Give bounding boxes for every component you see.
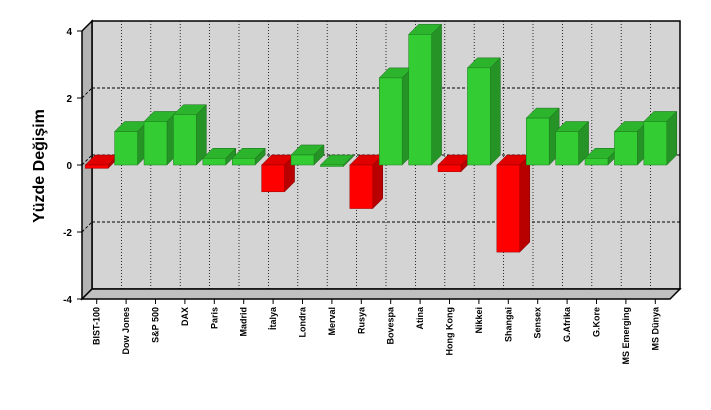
bar (525, 107, 560, 166)
grid-line-wall (81, 87, 93, 99)
x-tick-label: G.Afrika (562, 306, 572, 342)
bar (643, 110, 678, 166)
grid-line-wall (81, 154, 93, 166)
x-tick-label: Londra (298, 306, 308, 337)
y-tick-label: -4 (63, 295, 72, 306)
x-tick-label: Atina (415, 306, 425, 329)
x-tick-label: Madrid (239, 307, 249, 337)
x-tick-label: Shangai (503, 307, 513, 342)
bar (290, 144, 325, 166)
x-tick-label: Nikkei (474, 307, 484, 334)
x-tick-label: Paris (209, 307, 219, 329)
bar (231, 147, 266, 166)
bar (114, 120, 149, 166)
x-tick-label: Merval (327, 307, 337, 336)
bar (496, 154, 531, 253)
y-tick-label: 0 (66, 161, 72, 172)
y-tick-labels: -4 -2 0 2 4 (63, 27, 82, 306)
x-tick-label: MS Dünya (650, 306, 660, 351)
x-tick-label: S&P 500 (151, 307, 161, 343)
bar (261, 154, 296, 193)
x-tick-label: Sensex (533, 307, 543, 339)
x-tick-label: DAX (180, 307, 190, 326)
y-tick-label: -2 (63, 228, 72, 239)
bar (613, 120, 648, 166)
x-tick-label: Rusya (356, 306, 366, 334)
x-tick-label: BIST-100 (92, 307, 102, 345)
y-axis-label: Yüzde Değişim (31, 109, 48, 223)
y-tick-label: 4 (66, 27, 72, 38)
y-tick-label: 2 (66, 94, 72, 105)
x-tick-label: Bovespa (386, 306, 396, 345)
bars-group (84, 23, 678, 253)
bar (349, 154, 384, 210)
bar (378, 67, 413, 166)
x-tick-labels: BIST-100 Dow Jones S&P 500 DAX Paris Madrid İt… (92, 299, 660, 365)
plot-floor (80, 288, 682, 300)
bar (143, 110, 178, 166)
bar (555, 120, 590, 166)
bar (408, 23, 443, 166)
bar (172, 104, 207, 166)
x-tick-label: G.Kore (592, 307, 602, 337)
x-tick-label: İtalya (268, 306, 278, 330)
x-tick-label: Dow Jones (121, 307, 131, 355)
bar (319, 154, 354, 168)
x-tick-label: Hong Kong (445, 307, 455, 356)
x-tick-label: MS Emerging (621, 307, 631, 365)
bar (466, 57, 501, 166)
bar (202, 147, 237, 166)
grid-line-wall (81, 221, 93, 233)
